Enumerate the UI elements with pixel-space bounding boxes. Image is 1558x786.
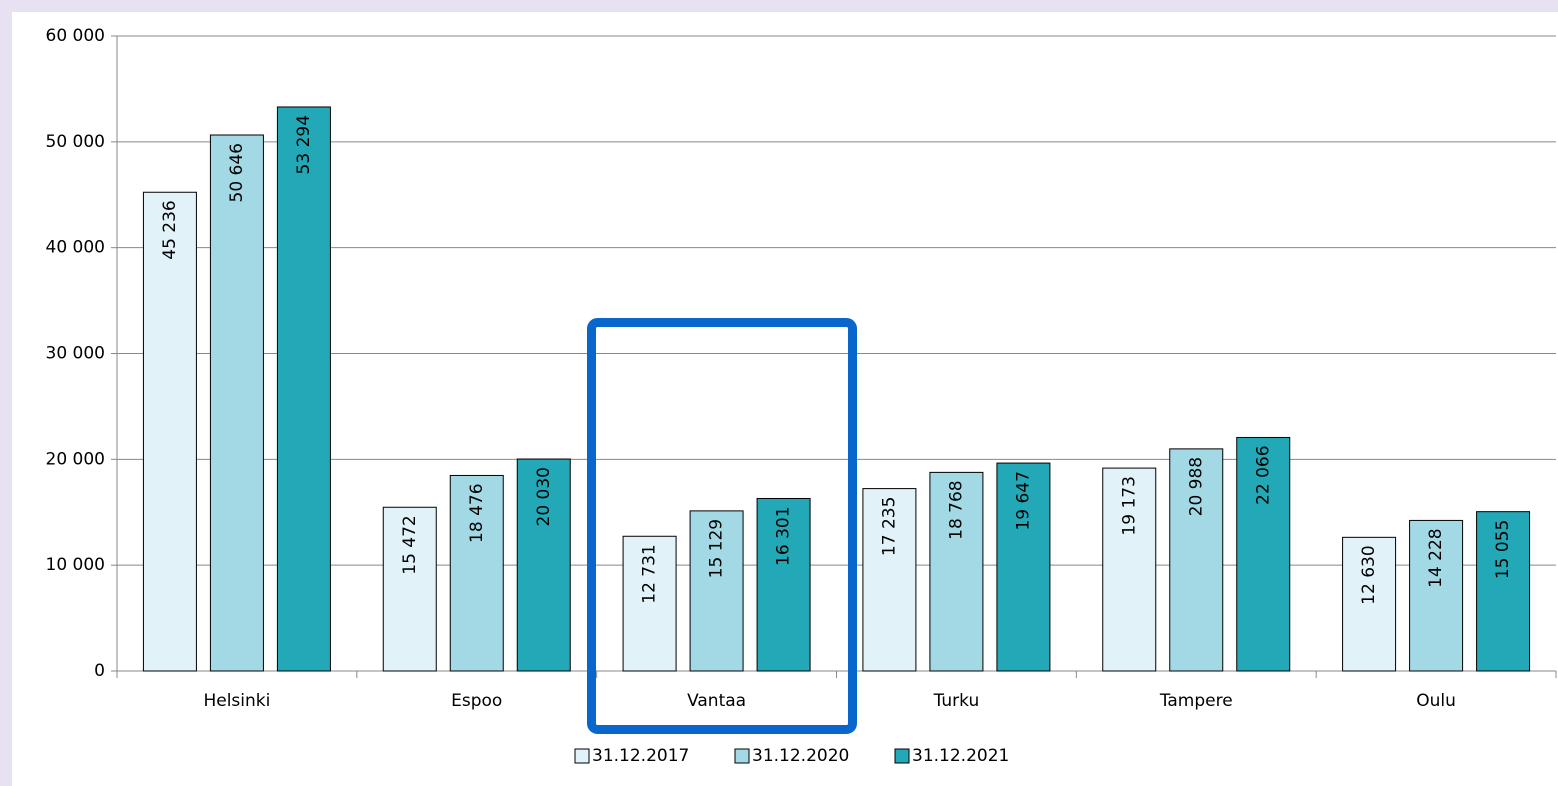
- value-label: 15 472: [400, 515, 420, 574]
- value-label: 14 228: [1426, 528, 1446, 587]
- bar: [1102, 467, 1157, 672]
- value-label: 18 476: [467, 483, 487, 542]
- x-tick-label: Helsinki: [203, 691, 270, 711]
- bar: [756, 497, 811, 672]
- value-label: 12 630: [1359, 545, 1379, 604]
- value-label: 20 030: [534, 467, 554, 526]
- bar: [622, 535, 677, 672]
- value-label: 19 647: [1013, 471, 1033, 530]
- legend-swatch: [574, 748, 590, 764]
- value-label: 12 731: [640, 544, 660, 603]
- legend-swatch: [734, 748, 750, 764]
- bar: [1476, 511, 1531, 672]
- bar: [449, 474, 504, 672]
- bar: [516, 458, 571, 672]
- bar: [142, 191, 197, 672]
- legend-label: 31.12.2021: [912, 746, 1009, 766]
- y-tick-label: 20 000: [46, 449, 105, 469]
- value-label: 45 236: [160, 200, 180, 259]
- y-tick-label: 60 000: [46, 26, 105, 46]
- bar: [1236, 436, 1291, 672]
- x-tick-label: Espoo: [451, 691, 502, 711]
- highlight-box: [587, 318, 857, 734]
- x-tick-label: Tampere: [1159, 691, 1233, 711]
- value-label: 17 235: [879, 497, 899, 556]
- y-tick-label: 50 000: [46, 132, 105, 152]
- value-label: 22 066: [1253, 445, 1273, 504]
- bar: [929, 471, 984, 672]
- bar: [996, 462, 1051, 672]
- x-tick-label: Vantaa: [687, 691, 746, 711]
- value-label: 20 988: [1186, 457, 1206, 516]
- bar: [276, 106, 331, 672]
- legend-label: 31.12.2020: [752, 746, 849, 766]
- y-tick-label: 0: [94, 661, 105, 681]
- value-label: 15 129: [707, 519, 727, 578]
- value-label: 15 055: [1493, 520, 1513, 579]
- value-label: 16 301: [774, 506, 794, 565]
- bar: [1409, 519, 1464, 672]
- value-label: 53 294: [294, 115, 314, 174]
- legend-swatch: [894, 748, 910, 764]
- y-tick-label: 30 000: [46, 344, 105, 364]
- legend-label: 31.12.2017: [592, 746, 689, 766]
- bar: [1169, 448, 1224, 672]
- y-tick-label: 10 000: [46, 555, 105, 575]
- bar: [382, 506, 437, 672]
- bar: [862, 488, 917, 672]
- bar: [209, 134, 264, 672]
- x-tick-label: Turku: [933, 691, 980, 711]
- value-label: 19 173: [1119, 476, 1139, 535]
- y-tick-label: 40 000: [46, 238, 105, 258]
- value-label: 50 646: [227, 143, 247, 202]
- bar: [689, 510, 744, 672]
- x-tick-label: Oulu: [1416, 691, 1456, 711]
- bar: [1342, 536, 1397, 672]
- value-label: 18 768: [946, 480, 966, 539]
